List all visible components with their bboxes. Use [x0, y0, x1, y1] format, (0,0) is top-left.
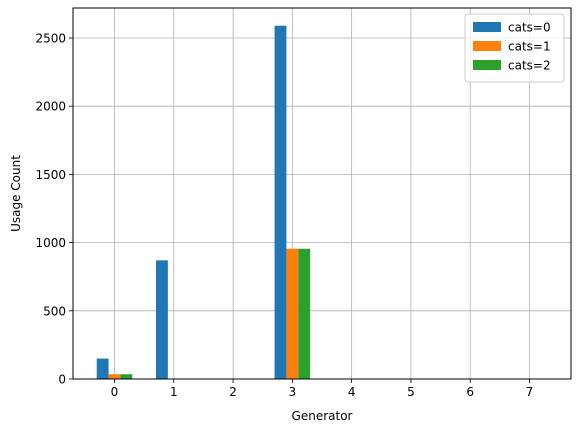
- bar-cats-2-gen-0: [120, 374, 133, 379]
- x-axis-label: Generator: [292, 409, 353, 423]
- bar-cats-0-gen-0: [96, 358, 109, 379]
- axis-ticks: 0 1 2 3 4 5 6 7 0 500 1000 1500 2000 2500: [35, 32, 533, 399]
- legend-swatch: [473, 60, 501, 70]
- y-tick-label: 500: [43, 304, 66, 318]
- legend-items: cats=0 cats=1 cats=2: [473, 21, 551, 73]
- x-tick-label: 1: [170, 385, 178, 399]
- y-tick-label: 0: [58, 373, 66, 387]
- x-tick-label: 5: [407, 385, 415, 399]
- legend-label: cats=1: [508, 40, 551, 54]
- y-tick-label: 1000: [35, 236, 66, 250]
- x-tick-label: 3: [289, 385, 297, 399]
- x-tick-label: 7: [526, 385, 534, 399]
- x-tick-label: 2: [229, 385, 237, 399]
- x-tick-label: 4: [348, 385, 356, 399]
- bar-cats-1-gen-0: [108, 374, 121, 379]
- bar-cats-0-gen-3: [274, 25, 287, 379]
- legend-swatch: [473, 41, 501, 51]
- legend-label: cats=2: [508, 59, 551, 73]
- bar-cats-1-gen-3: [286, 248, 299, 379]
- y-axis-label: Usage Count: [9, 155, 23, 232]
- legend-swatch: [473, 22, 501, 32]
- legend-label: cats=0: [508, 21, 551, 35]
- x-tick-label: 0: [111, 385, 119, 399]
- y-tick-label: 2500: [35, 32, 66, 46]
- bar-cats-2-gen-3: [298, 248, 311, 379]
- legend: cats=0 cats=1 cats=2: [464, 13, 565, 83]
- bars: [96, 25, 311, 379]
- plot-frame: [72, 7, 572, 380]
- y-tick-label: 1500: [35, 168, 66, 182]
- bar-cats-0-gen-1: [156, 260, 168, 379]
- x-tick-label: 6: [466, 385, 474, 399]
- y-tick-label: 2000: [35, 100, 66, 114]
